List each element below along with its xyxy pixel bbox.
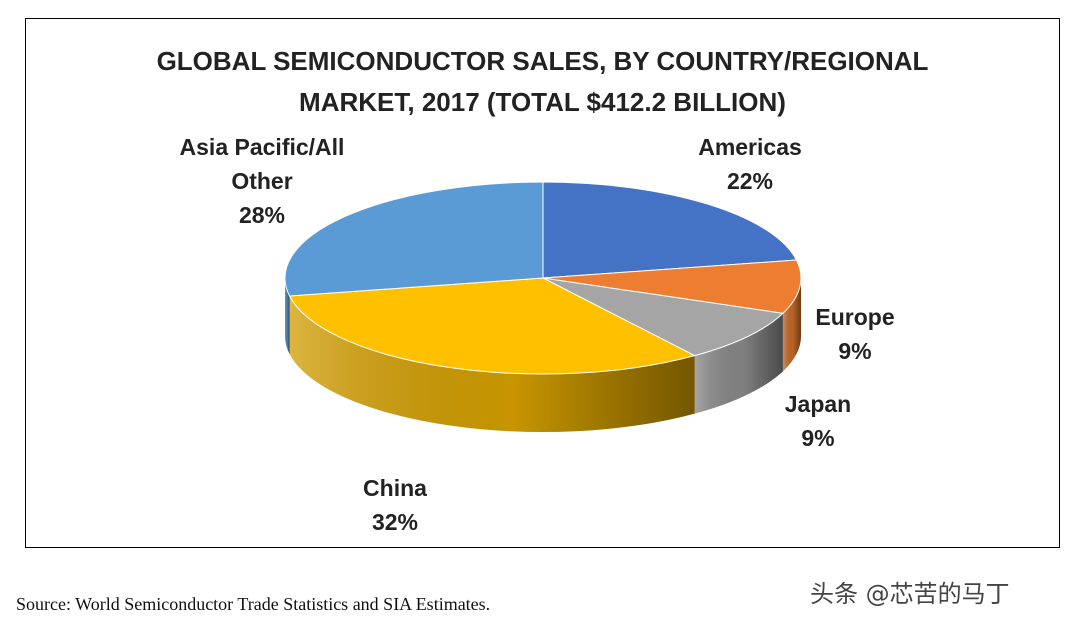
slice-percent-4: 28%: [239, 202, 285, 228]
slice-percent-1: 9%: [838, 338, 871, 364]
pie-top: [284, 181, 802, 375]
pie-side-shade-3: [289, 295, 695, 433]
pie-side-shade-4: [285, 278, 290, 354]
pie-slice-2: [542, 277, 784, 357]
slice-name-2: Japan: [785, 391, 851, 417]
slice-name-4: Other: [231, 168, 292, 194]
chart-title: GLOBAL SEMICONDUCTOR SALES, BY COUNTRY/R…: [26, 41, 1059, 123]
watermark: 头条 @芯苦的马丁: [810, 580, 1010, 608]
slice-label-0: Americas 22%: [698, 134, 802, 194]
pie-slice-1: [542, 259, 802, 314]
pie-side-shade-1: [782, 278, 801, 372]
slice-name-3: China: [363, 475, 427, 501]
chart-title-line-2: MARKET, 2017 (TOTAL $412.2 BILLION): [299, 87, 786, 117]
pie-slice-4: [284, 181, 544, 297]
chart-title-line-1: GLOBAL SEMICONDUCTOR SALES, BY COUNTRY/R…: [156, 46, 929, 76]
pie-slice-3: [288, 277, 697, 375]
chart-frame: GLOBAL SEMICONDUCTOR SALES, BY COUNTRY/R…: [25, 18, 1060, 548]
slice-label-3: China 32%: [363, 475, 427, 535]
slice-label-4: Asia Pacific/All Other 28%: [180, 134, 345, 228]
pie-sides: [285, 278, 801, 433]
slice-percent-3: 32%: [372, 509, 418, 535]
source-note: Source: World Semiconductor Trade Statis…: [16, 594, 491, 614]
slice-percent-0: 22%: [727, 168, 773, 194]
pie-side-shade-2: [694, 313, 783, 414]
slice-percent-2: 9%: [801, 425, 834, 451]
slice-name-1: Europe: [815, 304, 894, 330]
slice-name-0: Americas: [698, 134, 802, 160]
slice-label-1: Europe 9%: [815, 304, 894, 364]
pie-labels: Americas 22% Europe 9% Japan 9% China 32% Asia P…: [180, 134, 895, 535]
slice-name-4: Asia Pacific/All: [180, 134, 345, 160]
slice-label-2: Japan 9%: [785, 391, 851, 451]
pie-slice-0: [542, 181, 798, 279]
